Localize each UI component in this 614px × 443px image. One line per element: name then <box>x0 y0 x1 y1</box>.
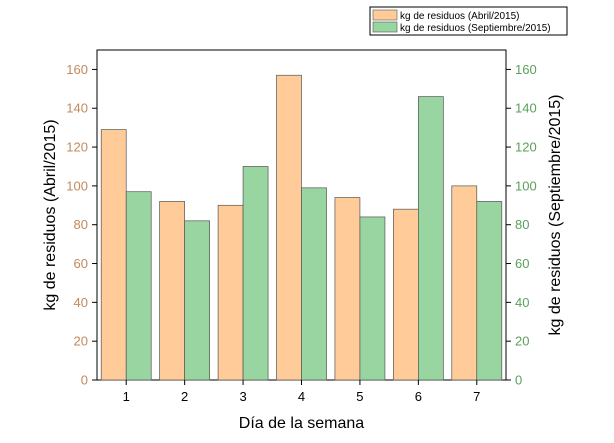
right-tick-label: 160 <box>515 62 537 77</box>
right-tick-label: 80 <box>515 217 529 232</box>
left-tick-label: 160 <box>66 62 88 77</box>
bars <box>100 74 503 381</box>
right-tick-label: 140 <box>515 101 537 116</box>
x-tick-label: 5 <box>356 389 363 404</box>
right-tick-label: 40 <box>515 295 529 310</box>
left-tick-label: 140 <box>66 101 88 116</box>
bar-september-7 <box>476 201 503 381</box>
x-axis-title: Día de la semana <box>239 415 365 432</box>
legend-label-april: kg de residuos (Abril/2015) <box>400 11 520 22</box>
right-tick-label: 100 <box>515 178 537 193</box>
bar-april-5 <box>334 197 361 381</box>
left-tick-label: 20 <box>74 334 88 349</box>
x-tick-label: 6 <box>415 389 422 404</box>
x-tick-label: 1 <box>123 389 130 404</box>
bar-april-7 <box>451 185 478 381</box>
right-tick-label: 20 <box>515 334 529 349</box>
bar-april-3 <box>217 204 244 381</box>
x-tick-label: 3 <box>239 389 246 404</box>
bar-april-4 <box>276 74 302 381</box>
legend-box <box>369 6 568 36</box>
bar-september-2 <box>184 220 210 381</box>
right-tick-label: 60 <box>515 256 529 271</box>
legend-swatch-april <box>372 9 398 21</box>
left-tick-label: 100 <box>66 178 88 193</box>
bar-april-6 <box>393 208 419 381</box>
right-axis-title: kg de residuos (Septiembre/2015) <box>547 94 564 335</box>
right-tick-label: 0 <box>515 373 522 388</box>
right-tick-label: 120 <box>515 140 537 155</box>
bar-september-5 <box>359 216 386 381</box>
x-tick-label: 4 <box>298 389 305 404</box>
bar-september-4 <box>301 187 327 381</box>
left-tick-label: 60 <box>74 256 88 271</box>
x-tick-label: 7 <box>473 389 480 404</box>
legend-label-september: kg de residuos (Septiembre/2015) <box>400 23 551 34</box>
bar-september-6 <box>418 96 444 381</box>
bar-september-1 <box>125 191 152 381</box>
legend: kg de residuos (Abril/2015) kg de residu… <box>369 6 568 36</box>
left-tick-label: 0 <box>81 373 88 388</box>
bar-april-2 <box>159 201 185 381</box>
left-tick-label: 40 <box>74 295 88 310</box>
left-axis-ticks: 0 20 40 60 80 100 120 140 160 <box>66 62 97 388</box>
left-tick-label: 120 <box>66 140 88 155</box>
bar-april-1 <box>100 129 127 381</box>
x-tick-label: 2 <box>181 389 188 404</box>
bar-september-3 <box>242 166 269 381</box>
legend-swatch-september <box>372 21 398 33</box>
left-tick-label: 80 <box>74 217 88 232</box>
right-axis-ticks: 0 20 40 60 80 100 120 140 160 <box>506 62 537 388</box>
x-axis-ticks: 1 2 3 4 5 6 7 <box>123 380 480 404</box>
left-axis-title: kg de residuos (Abril/2015) <box>42 119 59 310</box>
